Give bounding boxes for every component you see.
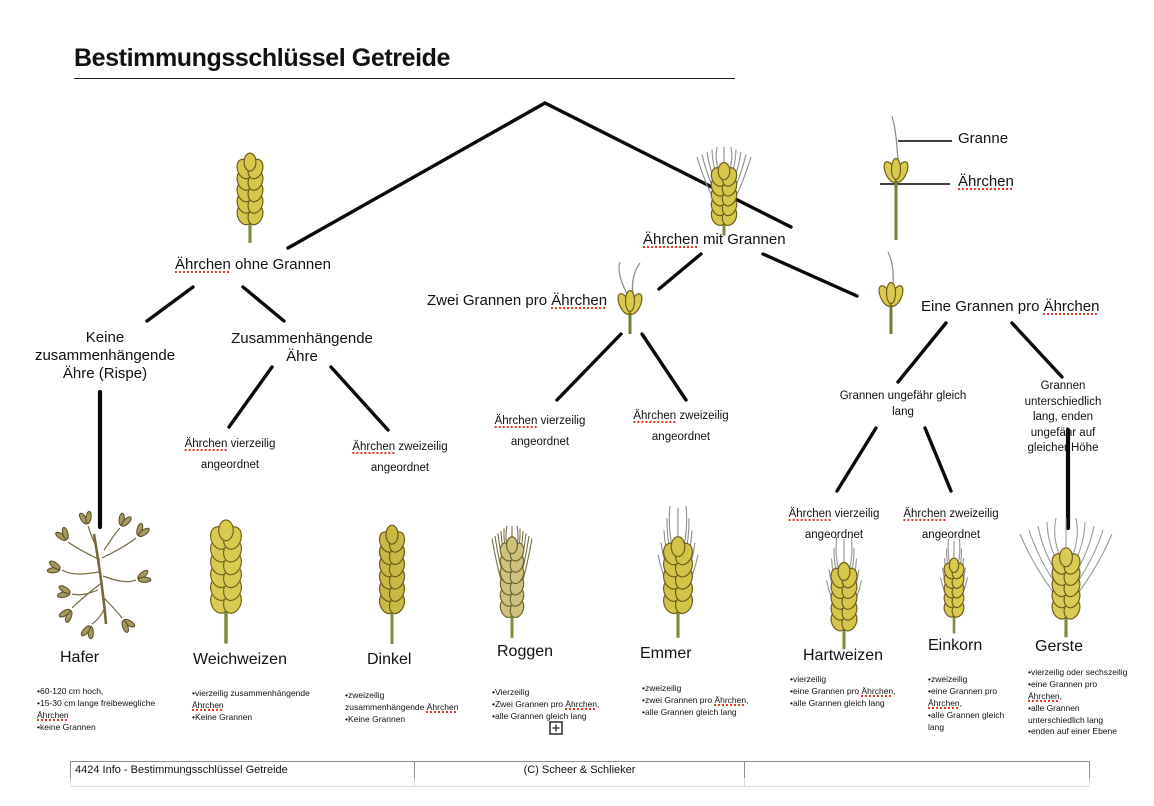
oat-panicle-hafer-image	[46, 510, 152, 640]
expand-marker-icon[interactable]	[549, 721, 563, 735]
footer2-cell	[415, 778, 745, 787]
desc-line: unterschiedlich lang	[1028, 714, 1104, 725]
cereal-desc-emmer: •zweizeilig •zwei Grannen pro Ährchen, •al…	[642, 683, 774, 719]
cereal-name-hartweizen: Hartweizen	[803, 647, 884, 664]
legend-aehrchen-label: Ährchen	[958, 173, 1014, 190]
node-zweizeilig-2: Ährchen zweizeilig angeordnet	[633, 410, 729, 444]
node-keine-zusammenhaengende-aehre: Keine zusammenhängende Ähre (Rispe)	[34, 329, 176, 382]
desc-line: •zwei Grannen pro Ährchen,	[642, 694, 749, 705]
desc-line: lang	[928, 721, 945, 732]
desc-line: •vierzeilig zusammenhängende	[192, 688, 310, 698]
desc-line: Ährchen	[192, 699, 224, 710]
desc-line: •Zwei Grannen pro Ährchen,	[492, 698, 600, 709]
desc-line: •eine Grannen pro	[928, 685, 998, 696]
barley-ear-gerste-image	[1019, 517, 1113, 638]
desc-line: •alle Grannen gleich lang	[642, 706, 737, 717]
node-eine-grannen-pro-aehrchen: Eine Grannen pro Ährchen	[921, 298, 1100, 315]
cereal-name-emmer: Emmer	[640, 645, 692, 662]
desc-line: •keine Grannen	[37, 721, 96, 732]
spikelet-two-awns-image	[617, 261, 643, 334]
cereal-name-hafer: Hafer	[60, 649, 100, 666]
node-vierzeilig-1: Ährchen vierzeilig angeordnet	[184, 438, 276, 472]
desc-line: •eine Grannen pro Ährchen,	[790, 685, 896, 696]
node-aehrchen-mit-grannen: Ährchen mit Grannen	[643, 231, 786, 248]
node-zweizeilig-3: Ährchen zweizeilig angeordnet	[903, 508, 999, 542]
desc-line: •15-30 cm lange freibewegliche	[37, 697, 156, 708]
desc-line: •zweizeilig	[642, 683, 682, 693]
desc-line: •zweizeilig	[928, 674, 968, 684]
rye-ear-roggen-image	[491, 525, 533, 638]
node-zweizeilig-1: Ährchen zweizeilig angeordnet	[352, 441, 448, 475]
hartweizen-ear-image	[825, 536, 863, 650]
footer2-cell	[70, 778, 415, 787]
footer-cell-title: 4424 Info - Bestimmungsschlüssel Getreid…	[70, 761, 415, 779]
title-underline	[74, 78, 735, 79]
cereal-desc-einkorn: •zweizeilig •eine Grannen pro Ährchen, •all…	[928, 674, 1030, 733]
desc-line: •vierzeilig oder sechszeilig	[1028, 667, 1128, 677]
spikelet-with-awn-legend-image	[883, 115, 909, 240]
node-vierzeilig-3: Ährchen vierzeilig angeordnet	[788, 508, 880, 542]
cereal-name-roggen: Roggen	[497, 643, 554, 660]
cereal-name-weichweizen: Weichweizen	[193, 651, 287, 668]
cereal-desc-gerste: •vierzeilig oder sechszeilig •eine Granne…	[1028, 667, 1150, 738]
desc-line: •Keine Grannen	[345, 713, 406, 724]
footer-bar: 4424 Info - Bestimmungsschlüssel Getreid…	[70, 761, 1090, 779]
page-title: Bestimmungsschlüssel Getreide	[74, 44, 451, 72]
cereal-name-einkorn: Einkorn	[928, 637, 983, 654]
node-aehrchen-ohne-grannen: Ährchen ohne Grannen	[175, 256, 331, 273]
footer-cell-empty	[745, 761, 1090, 779]
einkorn-ear-image	[939, 538, 969, 634]
emmer-ear-image	[657, 505, 699, 638]
wheat-ear-dinkel-image	[378, 524, 406, 644]
desc-line: •alle Grannen gleich	[928, 709, 1005, 720]
node-zusammenhaengende-aehre: Zusammenhängende Ähre	[231, 330, 373, 365]
spikelet-one-awn-image	[878, 251, 904, 334]
node-grannen-gleich-lang: Grannen ungefähr gleich lang	[839, 390, 967, 418]
desc-line: •vierzeilig	[790, 674, 827, 684]
cereal-name-gerste: Gerste	[1035, 638, 1084, 655]
desc-line: •alle Grannen gleich lang	[790, 697, 885, 708]
cereal-name-dinkel: Dinkel	[367, 651, 412, 668]
desc-line: •enden auf einer Ebene	[1028, 726, 1117, 737]
cereal-desc-hartweizen: •vierzeilig •eine Grannen pro Ährchen, •al…	[790, 674, 912, 710]
node-vierzeilig-2: Ährchen vierzeilig angeordnet	[494, 415, 586, 449]
desc-line: •alle Grannen	[1028, 702, 1080, 713]
desc-line: •eine Grannen pro	[1028, 678, 1098, 689]
desc-line: •zweizeilig	[345, 690, 385, 700]
wheat-ear-weichweizen-image	[209, 519, 243, 644]
footer2-cell	[745, 778, 1090, 787]
footer-cell-copyright: (C) Scheer & Schlieker	[415, 761, 745, 779]
node-grannen-unterschiedlich-lang: Grannen unterschiedlich lang, enden unge…	[1024, 380, 1102, 455]
cereal-desc-roggen: •Vierzeilig •Zwei Grannen pro Ährchen, •al…	[492, 687, 624, 723]
desc-line: Ährchen,	[928, 697, 963, 708]
desc-line: Ährchen	[37, 709, 69, 720]
desc-line: •60-120 cm hoch,	[37, 686, 104, 696]
footer-bar-secondary	[70, 778, 1090, 787]
desc-line: •Keine Grannen	[192, 711, 253, 722]
cereal-desc-dinkel: •zweizeilig zusammenhängende Ährchen •Kein…	[345, 690, 487, 726]
wheat-ear-no-awns-image	[236, 152, 264, 243]
desc-line: zusammenhängende Ährchen	[345, 701, 459, 712]
cereal-desc-weichweizen: •vierzeilig zusammenhängende Ährchen •Kein…	[192, 688, 324, 724]
legend-granne-label: Granne	[958, 130, 1009, 147]
wheat-ear-with-awns-image	[696, 146, 752, 236]
cereal-desc-hafer: •60-120 cm hoch, •15-30 cm lange freibewe…	[37, 686, 169, 734]
node-zwei-grannen-pro-aehrchen: Zwei Grannen pro Ährchen	[427, 292, 608, 309]
desc-line: •Vierzeilig	[492, 687, 530, 697]
desc-line: Ährchen,	[1028, 690, 1063, 701]
desc-line: •alle Grannen gleich lang	[492, 710, 587, 721]
